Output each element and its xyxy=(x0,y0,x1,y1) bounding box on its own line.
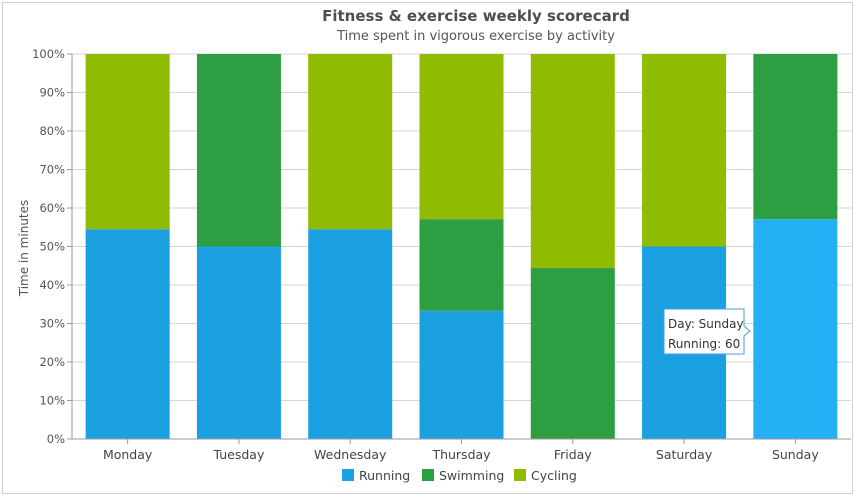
tooltip-line: Running: 60 xyxy=(668,337,740,351)
bar-cycling-saturday[interactable] xyxy=(642,54,727,247)
x-tick-label: Wednesday xyxy=(314,447,387,462)
bar-swimming-thursday[interactable] xyxy=(419,219,504,311)
bar-running-sunday[interactable] xyxy=(753,219,838,439)
chart-frame xyxy=(2,2,853,494)
bar-cycling-thursday[interactable] xyxy=(419,54,504,220)
chart-subtitle: Time spent in vigorous exercise by activ… xyxy=(336,29,615,44)
legend-swatch xyxy=(422,469,434,481)
y-tick-label: 40% xyxy=(39,278,65,292)
bar-running-tuesday[interactable] xyxy=(196,246,281,440)
legend: Running Swimming Cycling xyxy=(342,468,577,483)
legend-label: Swimming xyxy=(439,468,504,483)
x-tick-label: Monday xyxy=(103,447,153,462)
y-tick-label: 80% xyxy=(39,124,65,138)
y-tick-label: 50% xyxy=(39,240,65,254)
legend-item-running[interactable]: Running xyxy=(342,468,410,483)
chart-title: Fitness & exercise weekly scorecard xyxy=(322,7,630,25)
legend-swatch xyxy=(342,469,354,481)
x-tick-label: Sunday xyxy=(772,447,819,462)
y-tick-label: 0% xyxy=(47,432,65,446)
y-tick-label: 30% xyxy=(39,317,65,331)
bar-cycling-wednesday[interactable] xyxy=(308,54,393,230)
legend-label: Cycling xyxy=(531,468,577,483)
y-tick-label: 70% xyxy=(39,163,65,177)
legend-swatch xyxy=(514,469,526,481)
x-tick-label: Thursday xyxy=(431,447,491,462)
bar-swimming-friday[interactable] xyxy=(530,268,615,439)
bar-running-thursday[interactable] xyxy=(419,310,504,439)
tooltip-line: Day: Sunday xyxy=(668,317,744,331)
tooltip-box xyxy=(663,308,751,355)
y-tick-label: 10% xyxy=(39,394,65,408)
bar-running-monday[interactable] xyxy=(85,229,170,439)
y-tick-label: 90% xyxy=(39,86,65,100)
legend-item-cycling[interactable]: Cycling xyxy=(514,468,577,483)
tooltip: Day: Sunday Running: 60 xyxy=(663,308,751,355)
y-tick-label: 60% xyxy=(39,201,65,215)
legend-item-swimming[interactable]: Swimming xyxy=(422,468,504,483)
legend-label: Running xyxy=(359,468,410,483)
y-tick-label: 20% xyxy=(39,355,65,369)
bar-swimming-tuesday[interactable] xyxy=(196,54,281,247)
bar-cycling-friday[interactable] xyxy=(530,54,615,269)
bar-running-wednesday[interactable] xyxy=(308,229,393,439)
x-tick-label: Friday xyxy=(554,447,592,462)
y-tick-label: 100% xyxy=(32,47,65,61)
x-tick-label: Saturday xyxy=(656,447,713,462)
bar-cycling-monday[interactable] xyxy=(85,54,170,230)
x-tick-label: Tuesday xyxy=(212,447,264,462)
axes: 0% 10% 20% 30% 40% 50% 60% 70% 80% 90% 100% Monday T… xyxy=(32,47,851,462)
y-axis-label: Time in minutes xyxy=(17,200,31,298)
bar-swimming-sunday[interactable] xyxy=(753,54,838,220)
bars xyxy=(85,54,838,440)
